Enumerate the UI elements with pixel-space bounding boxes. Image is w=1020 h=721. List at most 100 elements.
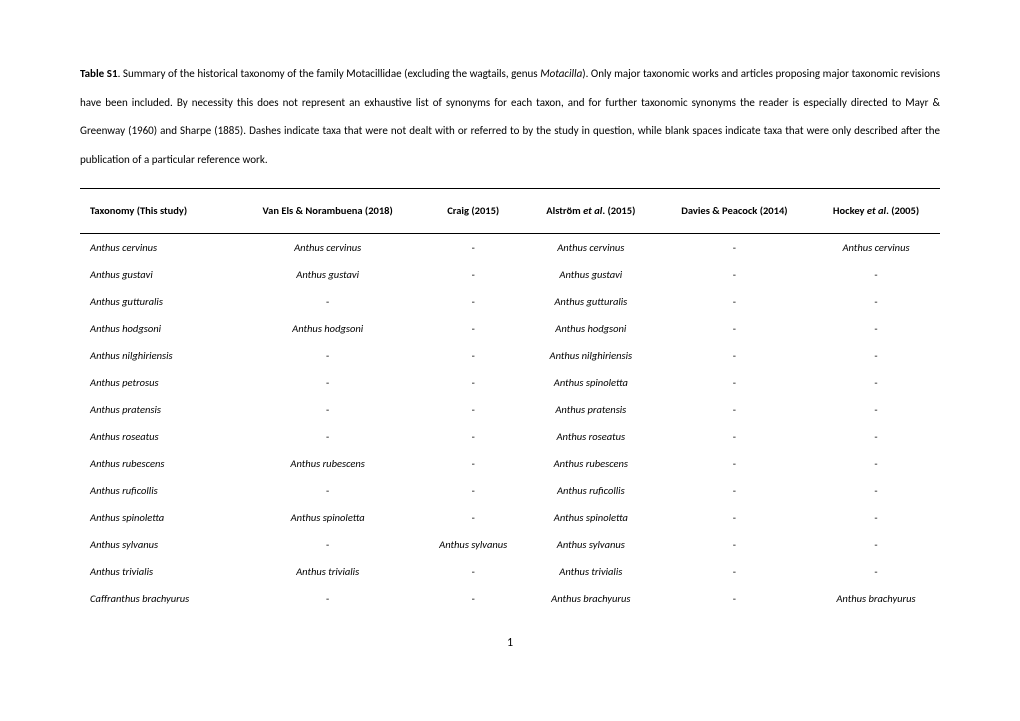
table-cell: -: [812, 261, 940, 288]
table-cell: Anthus sylvanus: [80, 531, 234, 558]
table-cell: Anthus gutturalis: [80, 288, 234, 315]
table-cell: Anthus hodgsoni: [80, 315, 234, 342]
table-cell: -: [812, 531, 940, 558]
table-cell: Anthus rubescens: [234, 450, 422, 477]
table-cell: Anthus brachyurus: [812, 585, 940, 612]
table-cell: -: [812, 315, 940, 342]
table-cell: -: [812, 423, 940, 450]
column-header: Taxonomy (This study): [80, 189, 234, 233]
table-cell: -: [422, 315, 525, 342]
table-cell: Anthus pratensis: [80, 396, 234, 423]
table-cell: -: [657, 531, 812, 558]
column-header: Van Els & Norambuena (2018): [234, 189, 422, 233]
table-cell: Anthus trivialis: [525, 558, 657, 585]
table-cell: Anthus spinoletta: [525, 369, 657, 396]
table-cell: Anthus cervinus: [525, 233, 657, 261]
table-cell: Anthus gustavi: [80, 261, 234, 288]
table-cell: -: [422, 585, 525, 612]
table-cell: -: [657, 450, 812, 477]
table-cell: -: [812, 477, 940, 504]
table-cell: Anthus spinoletta: [234, 504, 422, 531]
table-label: Table S1: [80, 67, 118, 80]
table-cell: -: [422, 477, 525, 504]
column-header: Craig (2015): [422, 189, 525, 233]
table-row: Anthus trivialisAnthus trivialis-Anthus …: [80, 558, 940, 585]
table-row: Anthus rubescensAnthus rubescens-Anthus …: [80, 450, 940, 477]
table-cell: -: [812, 558, 940, 585]
table-cell: -: [234, 423, 422, 450]
table-cell: Anthus nilghiriensis: [525, 342, 657, 369]
table-cell: Anthus nilghiriensis: [80, 342, 234, 369]
taxonomy-table: Taxonomy (This study)Van Els & Norambuen…: [80, 188, 940, 611]
table-cell: -: [234, 477, 422, 504]
table-cell: Anthus ruficollis: [80, 477, 234, 504]
table-cell: -: [812, 450, 940, 477]
table-cell: -: [234, 531, 422, 558]
table-row: Anthus cervinusAnthus cervinus-Anthus ce…: [80, 233, 940, 261]
table-cell: -: [812, 396, 940, 423]
table-cell: -: [657, 396, 812, 423]
table-header: Taxonomy (This study)Van Els & Norambuen…: [80, 189, 940, 233]
table-cell: -: [422, 450, 525, 477]
column-header: Davies & Peacock (2014): [657, 189, 812, 233]
table-cell: -: [657, 504, 812, 531]
table-cell: Anthus roseatus: [80, 423, 234, 450]
table-cell: -: [234, 396, 422, 423]
table-cell: Anthus hodgsoni: [525, 315, 657, 342]
table-cell: -: [657, 233, 812, 261]
table-cell: Anthus gutturalis: [525, 288, 657, 315]
table-cell: -: [422, 369, 525, 396]
table-row: Anthus spinolettaAnthus spinoletta-Anthu…: [80, 504, 940, 531]
table-cell: Anthus roseatus: [525, 423, 657, 450]
table-body: Anthus cervinusAnthus cervinus-Anthus ce…: [80, 233, 940, 612]
table-cell: -: [657, 369, 812, 396]
table-cell: -: [657, 423, 812, 450]
table-cell: -: [422, 261, 525, 288]
table-cell: Anthus hodgsoni: [234, 315, 422, 342]
table-cell: -: [234, 342, 422, 369]
table-cell: -: [812, 288, 940, 315]
table-cell: Anthus cervinus: [812, 233, 940, 261]
table-cell: -: [657, 585, 812, 612]
table-cell: Anthus pratensis: [525, 396, 657, 423]
table-row: Anthus petrosus--Anthus spinoletta--: [80, 369, 940, 396]
table-cell: -: [657, 315, 812, 342]
table-cell: -: [422, 558, 525, 585]
table-cell: Anthus rubescens: [80, 450, 234, 477]
table-cell: Anthus spinoletta: [80, 504, 234, 531]
table-cell: -: [234, 369, 422, 396]
table-cell: -: [657, 261, 812, 288]
caption-text-2: ). Only major taxonomic works and articl…: [80, 67, 940, 166]
table-row: Anthus pratensis--Anthus pratensis--: [80, 396, 940, 423]
table-cell: Anthus cervinus: [234, 233, 422, 261]
table-row: Anthus ruficollis--Anthus ruficollis--: [80, 477, 940, 504]
table-cell: Anthus brachyurus: [525, 585, 657, 612]
table-row: Caffranthus brachyurus--Anthus brachyuru…: [80, 585, 940, 612]
caption-text-1: . Summary of the historical taxonomy of …: [118, 67, 541, 80]
table-cell: -: [657, 288, 812, 315]
table-cell: -: [422, 396, 525, 423]
table-caption: Table S1. Summary of the historical taxo…: [80, 60, 940, 174]
table-cell: -: [657, 558, 812, 585]
table-cell: Anthus petrosus: [80, 369, 234, 396]
caption-italic-genus: Motacilla: [540, 67, 582, 80]
table-cell: -: [234, 288, 422, 315]
table-cell: -: [812, 342, 940, 369]
table-row: Anthus gustaviAnthus gustavi-Anthus gust…: [80, 261, 940, 288]
table-cell: Anthus sylvanus: [525, 531, 657, 558]
table-cell: Anthus trivialis: [234, 558, 422, 585]
column-header: Hockey et al. (2005): [812, 189, 940, 233]
table-row: Anthus gutturalis--Anthus gutturalis--: [80, 288, 940, 315]
table-cell: Anthus cervinus: [80, 233, 234, 261]
table-cell: Anthus sylvanus: [422, 531, 525, 558]
table-cell: -: [422, 233, 525, 261]
table-cell: Anthus trivialis: [80, 558, 234, 585]
table-row: Anthus hodgsoniAnthus hodgsoni-Anthus ho…: [80, 315, 940, 342]
table-cell: -: [657, 342, 812, 369]
table-cell: -: [422, 504, 525, 531]
table-cell: -: [657, 477, 812, 504]
table-cell: Anthus ruficollis: [525, 477, 657, 504]
table-row: Anthus nilghiriensis--Anthus nilghiriens…: [80, 342, 940, 369]
table-cell: -: [234, 585, 422, 612]
table-cell: Anthus spinoletta: [525, 504, 657, 531]
